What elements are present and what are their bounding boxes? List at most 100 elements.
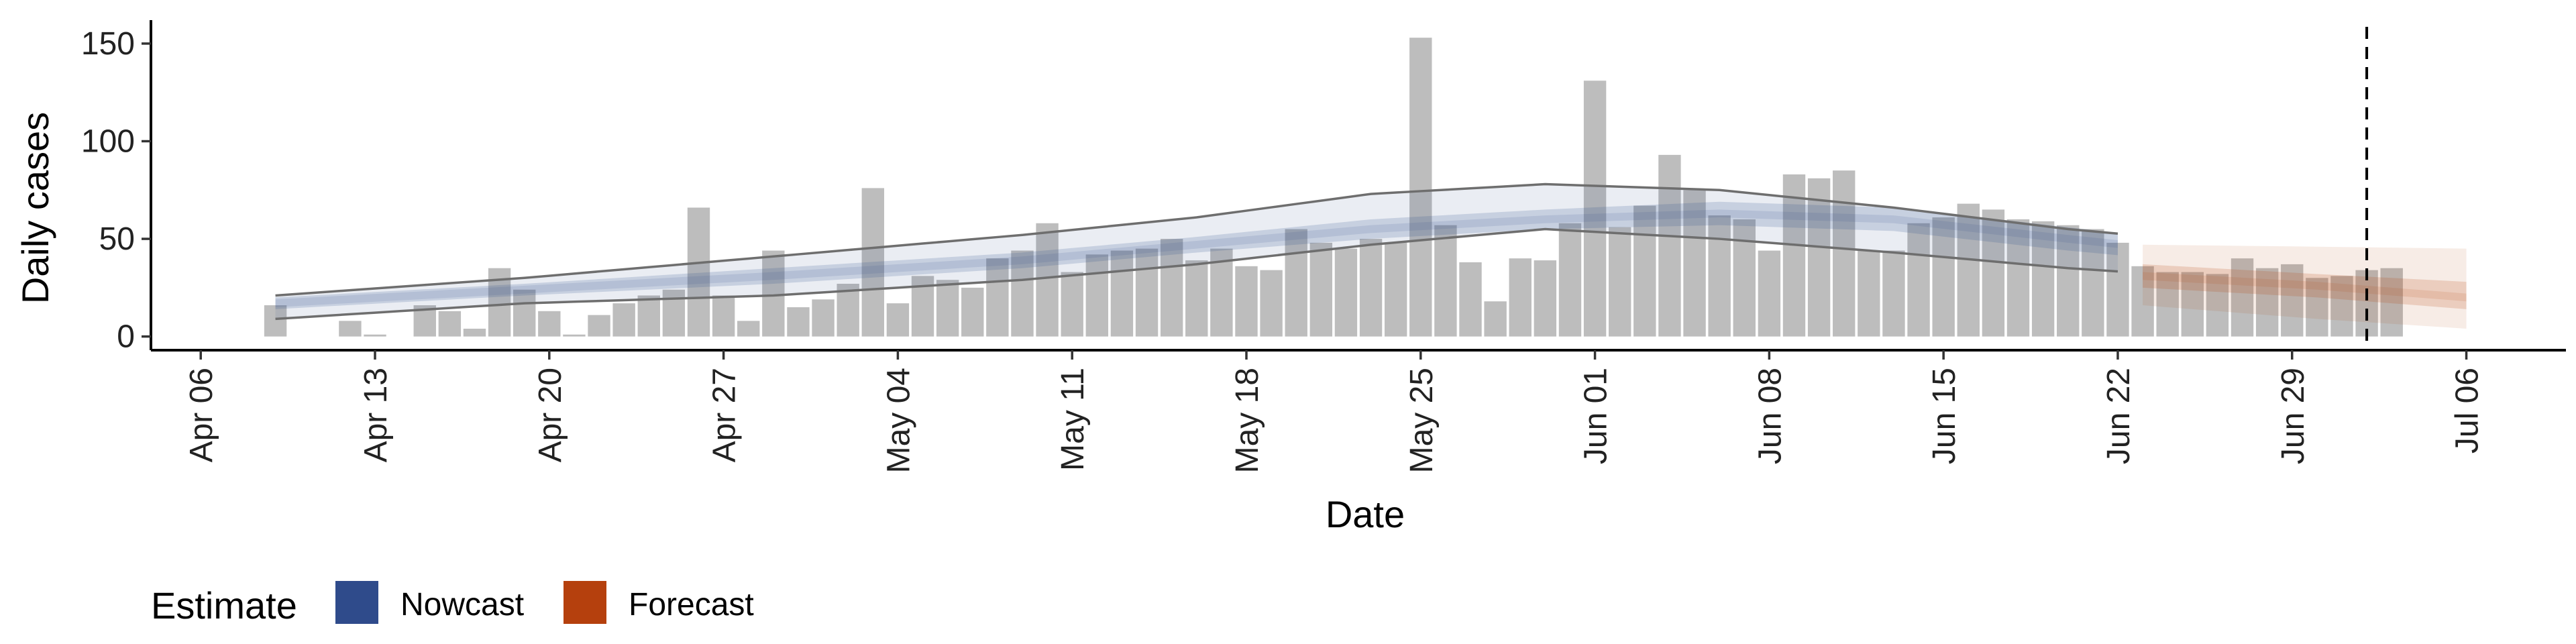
case-bar: [2181, 272, 2204, 337]
case-bar: [1608, 227, 1631, 337]
case-bar: [1957, 203, 1980, 337]
case-bar: [1907, 223, 1930, 337]
case-bar: [463, 328, 486, 337]
case-bar: [1359, 239, 1383, 337]
case-bar: [264, 305, 287, 337]
case-bar: [1534, 260, 1557, 337]
case-bar: [2057, 225, 2080, 337]
x-tick-label: May 11: [1055, 368, 1091, 471]
y-tick-label: 0: [117, 319, 135, 355]
y-axis-title: Daily cases: [14, 112, 56, 304]
y-tick-label: 150: [81, 26, 135, 62]
legend-label-forecast: Forecast: [629, 587, 754, 623]
forecast-outer-band: [2143, 244, 2467, 329]
case-bar: [2380, 268, 2403, 337]
case-bar: [886, 303, 910, 337]
case-bar: [712, 295, 735, 337]
legend-title: Estimate: [151, 584, 297, 627]
nowcast-outer-band: [275, 184, 2118, 319]
case-bar: [2206, 274, 2229, 337]
case-bar: [513, 289, 536, 337]
case-bar: [563, 334, 586, 337]
case-bar: [2131, 266, 2154, 337]
case-bar: [2281, 264, 2304, 337]
case-bar: [1334, 248, 1358, 337]
case-bar: [2306, 278, 2328, 337]
case-bar: [1285, 229, 1307, 337]
nowcast-inner-band: [275, 201, 2118, 309]
x-tick-label: May 18: [1230, 368, 1265, 473]
case-bar: [1235, 266, 1258, 337]
case-bar: [2156, 272, 2179, 337]
case-bar: [1858, 250, 1880, 337]
case-bar: [1982, 209, 2005, 337]
case-bar: [364, 334, 386, 337]
x-tick-label: Jun 29: [2275, 368, 2311, 464]
case-bar: [1384, 242, 1407, 337]
case-bar: [1085, 254, 1109, 337]
case-bar: [1135, 248, 1159, 337]
case-bar: [1807, 178, 1831, 337]
case-bar: [961, 287, 984, 337]
x-tick-label: Apr 06: [184, 368, 219, 462]
case-bar: [339, 321, 362, 337]
case-bar: [1882, 250, 1905, 337]
band-layer: [275, 184, 2467, 329]
legend-label-nowcast: Nowcast: [400, 587, 524, 623]
case-bar: [1110, 250, 1134, 337]
case-bar: [1932, 217, 1955, 337]
y-tick-label: 100: [81, 123, 135, 159]
case-bar: [1260, 270, 1283, 337]
case-bar: [1061, 272, 1083, 337]
case-bar: [812, 299, 835, 337]
x-tick-label: Jun 01: [1578, 368, 1614, 464]
case-bar: [1708, 215, 1731, 337]
case-bar: [2355, 270, 2378, 337]
case-bar: [2106, 242, 2129, 337]
case-bar: [1459, 262, 1482, 337]
case-bar: [1658, 154, 1681, 337]
axes-layer: 0 50 100 150 Apr 06 Apr 13 Apr 20 Apr 27 May 04 M…: [81, 20, 2566, 473]
case-bar: [1409, 38, 1432, 337]
case-bar: [861, 188, 884, 337]
x-tick-label: Jun 08: [1752, 368, 1788, 464]
case-bar: [837, 284, 859, 337]
case-bar: [986, 258, 1009, 337]
x-tick-label: Apr 13: [358, 368, 394, 462]
x-tick-label: May 04: [881, 368, 916, 473]
case-bar: [1160, 239, 1183, 337]
case-bar: [2330, 276, 2353, 337]
case-bar: [538, 311, 561, 337]
case-bar: [588, 315, 610, 337]
case-bar: [687, 207, 710, 337]
case-bar: [2031, 221, 2055, 337]
x-tick-label: May 25: [1404, 368, 1440, 473]
case-bar: [1036, 223, 1059, 337]
case-bar: [1833, 170, 1856, 337]
case-bar: [1484, 301, 1507, 337]
case-bar: [2255, 268, 2279, 337]
case-bar: [1558, 223, 1582, 337]
y-tick-label: 50: [99, 221, 135, 257]
nowcast-upper-interval-line: [275, 182, 2118, 297]
case-bar: [2006, 219, 2030, 337]
case-bar: [1309, 242, 1333, 337]
case-bar: [2082, 229, 2104, 337]
forecast-median-band: [2143, 272, 2467, 302]
case-bar: [612, 303, 635, 337]
case-bar: [762, 250, 785, 337]
case-bar: [737, 321, 760, 337]
case-bar: [1733, 219, 1756, 337]
case-bar: [1758, 250, 1781, 337]
x-tick-label: Jul 06: [2450, 368, 2485, 453]
case-bar: [1583, 80, 1607, 337]
legend-swatch-nowcast: [335, 581, 378, 624]
case-bar: [1509, 258, 1532, 337]
forecast-inner-band: [2143, 264, 2467, 309]
x-tick-label: Apr 27: [707, 368, 743, 462]
case-bar: [787, 307, 810, 337]
x-axis-title: Date: [1326, 493, 1405, 535]
case-bar: [1782, 174, 1806, 337]
case-bar: [1011, 250, 1034, 337]
case-bar: [438, 311, 462, 337]
